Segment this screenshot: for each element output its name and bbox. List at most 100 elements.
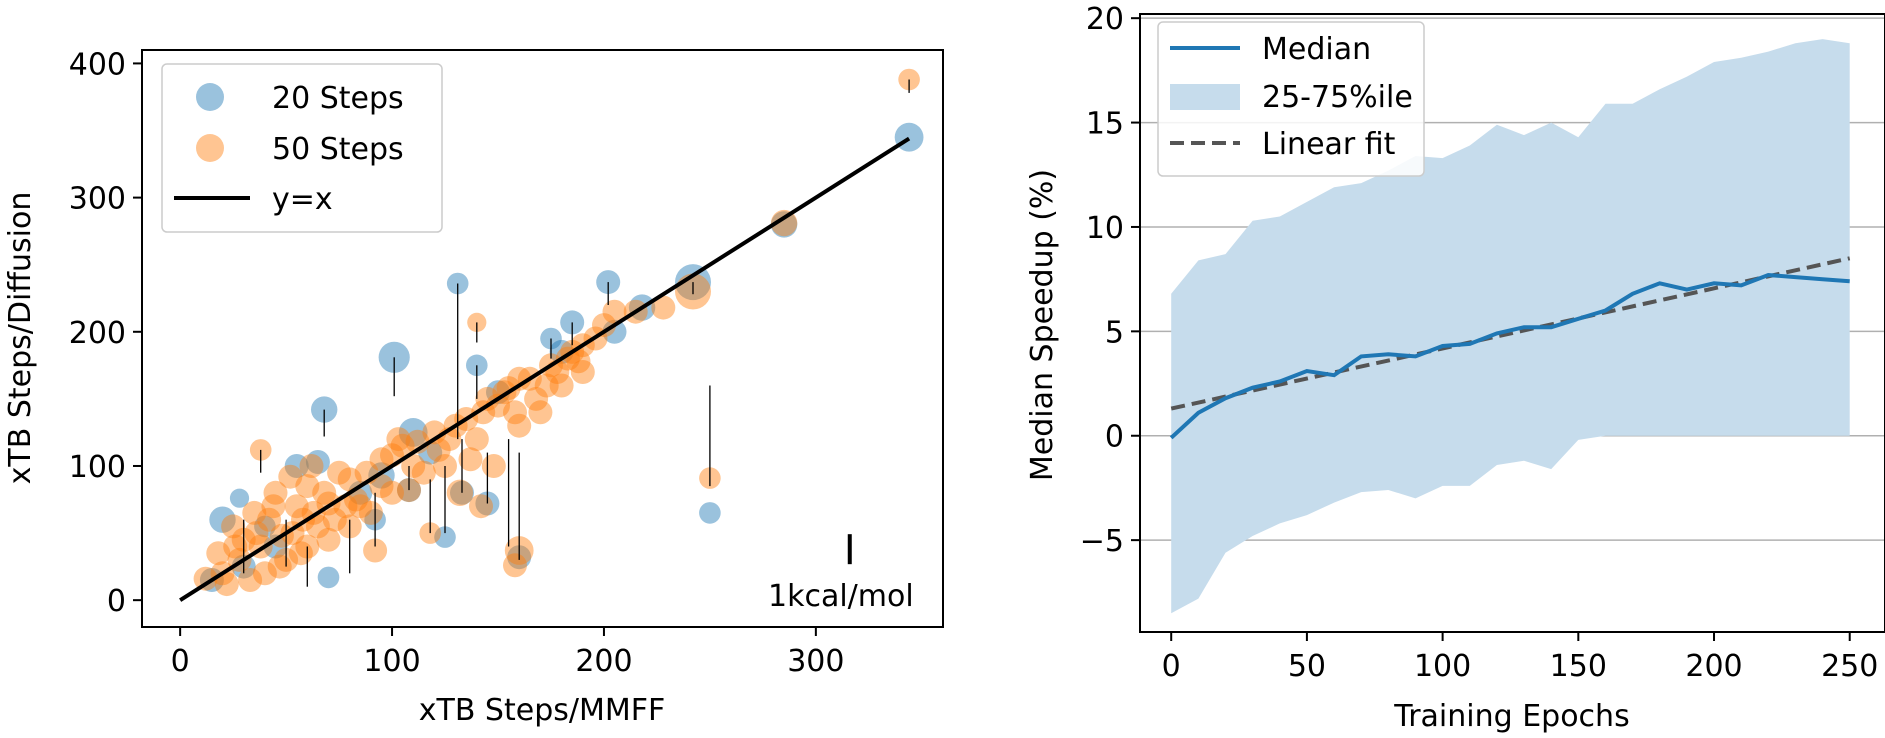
point-20-steps-31	[254, 515, 276, 538]
legend-marker-20-steps	[196, 83, 224, 111]
x-tick-label-left-300: 300	[787, 644, 844, 679]
legend-right: Median 25-75%ile Linear fit	[1157, 21, 1425, 177]
x-axis-right: 0 50 100 150 200 250	[1162, 632, 1878, 684]
line-chart: 0 50 100 150 200 250 −5 0 5 10 15 20 Training Epoc…	[1025, 2, 1885, 734]
scale-annotation-text: 1kcal/mol	[768, 579, 914, 614]
point-50-steps-68	[214, 572, 239, 597]
point-20-steps-20	[305, 450, 330, 474]
legend-marker-percentile	[1170, 84, 1240, 110]
plot-frame-right	[1139, 13, 1885, 633]
x-axis-label-right: Training Epochs	[1393, 699, 1629, 734]
point-50-steps-75	[401, 454, 426, 478]
point-50-steps-78	[481, 454, 506, 478]
point-50-steps-37	[422, 420, 447, 445]
x-axis-left: 0 100 200 300	[171, 627, 844, 679]
point-50-steps-7	[503, 553, 527, 578]
legend-label-y-equals-x: y=x	[272, 182, 333, 217]
point-50-steps-80	[534, 373, 559, 398]
point-50-steps-67	[206, 541, 231, 566]
y-tick-label-left-300: 300	[69, 182, 126, 217]
point-50-steps-33	[327, 460, 352, 485]
scatter-marks	[193, 68, 924, 597]
y-equals-x-line	[179, 136, 911, 602]
point-20-steps-13	[209, 506, 236, 533]
legend-left: 20 Steps 50 Steps y=x	[161, 63, 443, 233]
point-50-steps-77	[458, 447, 483, 472]
point-50-steps-16	[486, 393, 510, 418]
point-50-steps-48	[252, 561, 277, 586]
point-50-steps-60	[411, 460, 436, 485]
legend-label-linear-fit: Linear fit	[1262, 127, 1396, 162]
point-50-steps-11	[469, 494, 493, 519]
point-50-steps-90	[386, 427, 411, 452]
point-20-steps-4	[311, 396, 338, 423]
point-50-steps-9	[363, 538, 388, 563]
y-tick-label-left-200: 200	[69, 316, 126, 351]
y-tick-label-left-100: 100	[69, 450, 126, 485]
legend-label-50-steps: 50 Steps	[272, 132, 404, 167]
point-50-steps-85	[261, 494, 286, 519]
legend-left-box	[161, 63, 443, 233]
x-tick-label-right-50: 50	[1288, 649, 1326, 684]
legend-label-percentile: 25-75%ile	[1262, 80, 1413, 115]
y-axis-left: 0 100 200 300 400	[69, 47, 142, 619]
y-tick-label-right-15: 15	[1086, 107, 1124, 142]
point-50-steps-73	[348, 494, 373, 519]
point-50-steps-20	[337, 467, 362, 492]
point-50-steps-47	[651, 295, 676, 320]
point-50-steps-69	[238, 568, 263, 592]
point-20-steps-32	[770, 211, 798, 238]
y-axis-label-right: Median Speedup (%)	[1025, 169, 1060, 481]
error-segments	[243, 79, 910, 587]
point-50-steps-70	[267, 554, 292, 579]
percentile-band	[1171, 39, 1850, 614]
point-50-steps-31	[278, 464, 303, 489]
point-50-steps-36	[390, 433, 415, 458]
legend-label-20-steps: 20 Steps	[272, 81, 404, 116]
point-50-steps-88	[322, 507, 347, 532]
point-50-steps-83	[223, 534, 248, 559]
y-tick-label-right-10: 10	[1086, 211, 1124, 246]
median-line	[1169, 272, 1850, 440]
x-tick-label-left-0: 0	[171, 644, 190, 679]
point-50-steps-62	[464, 427, 489, 452]
legend-right-box	[1157, 21, 1425, 177]
point-50-steps-15	[524, 386, 549, 411]
x-tick-label-left-100: 100	[363, 644, 420, 679]
point-50-steps-51	[316, 527, 341, 552]
point-20-steps-19	[284, 454, 309, 478]
point-50-steps-79	[503, 400, 527, 425]
point-50-steps-65	[549, 373, 574, 398]
point-50-steps-14	[570, 360, 595, 384]
y-tick-label-left-0: 0	[107, 584, 126, 619]
point-50-steps-57	[312, 480, 337, 505]
point-50-steps-27	[193, 566, 218, 591]
point-50-steps-13	[295, 474, 320, 499]
point-50-steps-44	[592, 313, 616, 338]
point-20-steps-6	[486, 380, 510, 405]
point-50-steps-39	[475, 386, 500, 411]
y-tick-label-right-20: 20	[1086, 2, 1124, 37]
x-tick-label-right-150: 150	[1550, 649, 1607, 684]
point-50-steps-96	[566, 349, 591, 374]
x-tick-label-left-200: 200	[575, 644, 632, 679]
point-20-steps-22	[549, 339, 574, 364]
y-tick-label-right-0: 0	[1105, 420, 1124, 455]
point-20-steps-15	[434, 526, 456, 548]
point-50-steps-59	[380, 480, 404, 505]
x-tick-label-right-250: 250	[1821, 649, 1878, 684]
point-50-steps-63	[507, 413, 532, 438]
x-axis-label-left: xTB Steps/MMFF	[419, 693, 666, 728]
point-20-steps-8	[699, 502, 721, 524]
point-50-steps-35	[369, 447, 394, 472]
y-axis-right: −5 0 5 10 15 20	[1080, 2, 1140, 559]
point-50-steps-56	[284, 494, 309, 519]
identity-line	[179, 136, 911, 602]
legend-label-median: Median	[1262, 32, 1371, 67]
y-tick-label-right-5: 5	[1105, 315, 1124, 350]
point-20-steps-26	[263, 534, 288, 559]
y-tick-label-left-400: 400	[69, 47, 126, 82]
x-tick-label-right-0: 0	[1162, 649, 1181, 684]
